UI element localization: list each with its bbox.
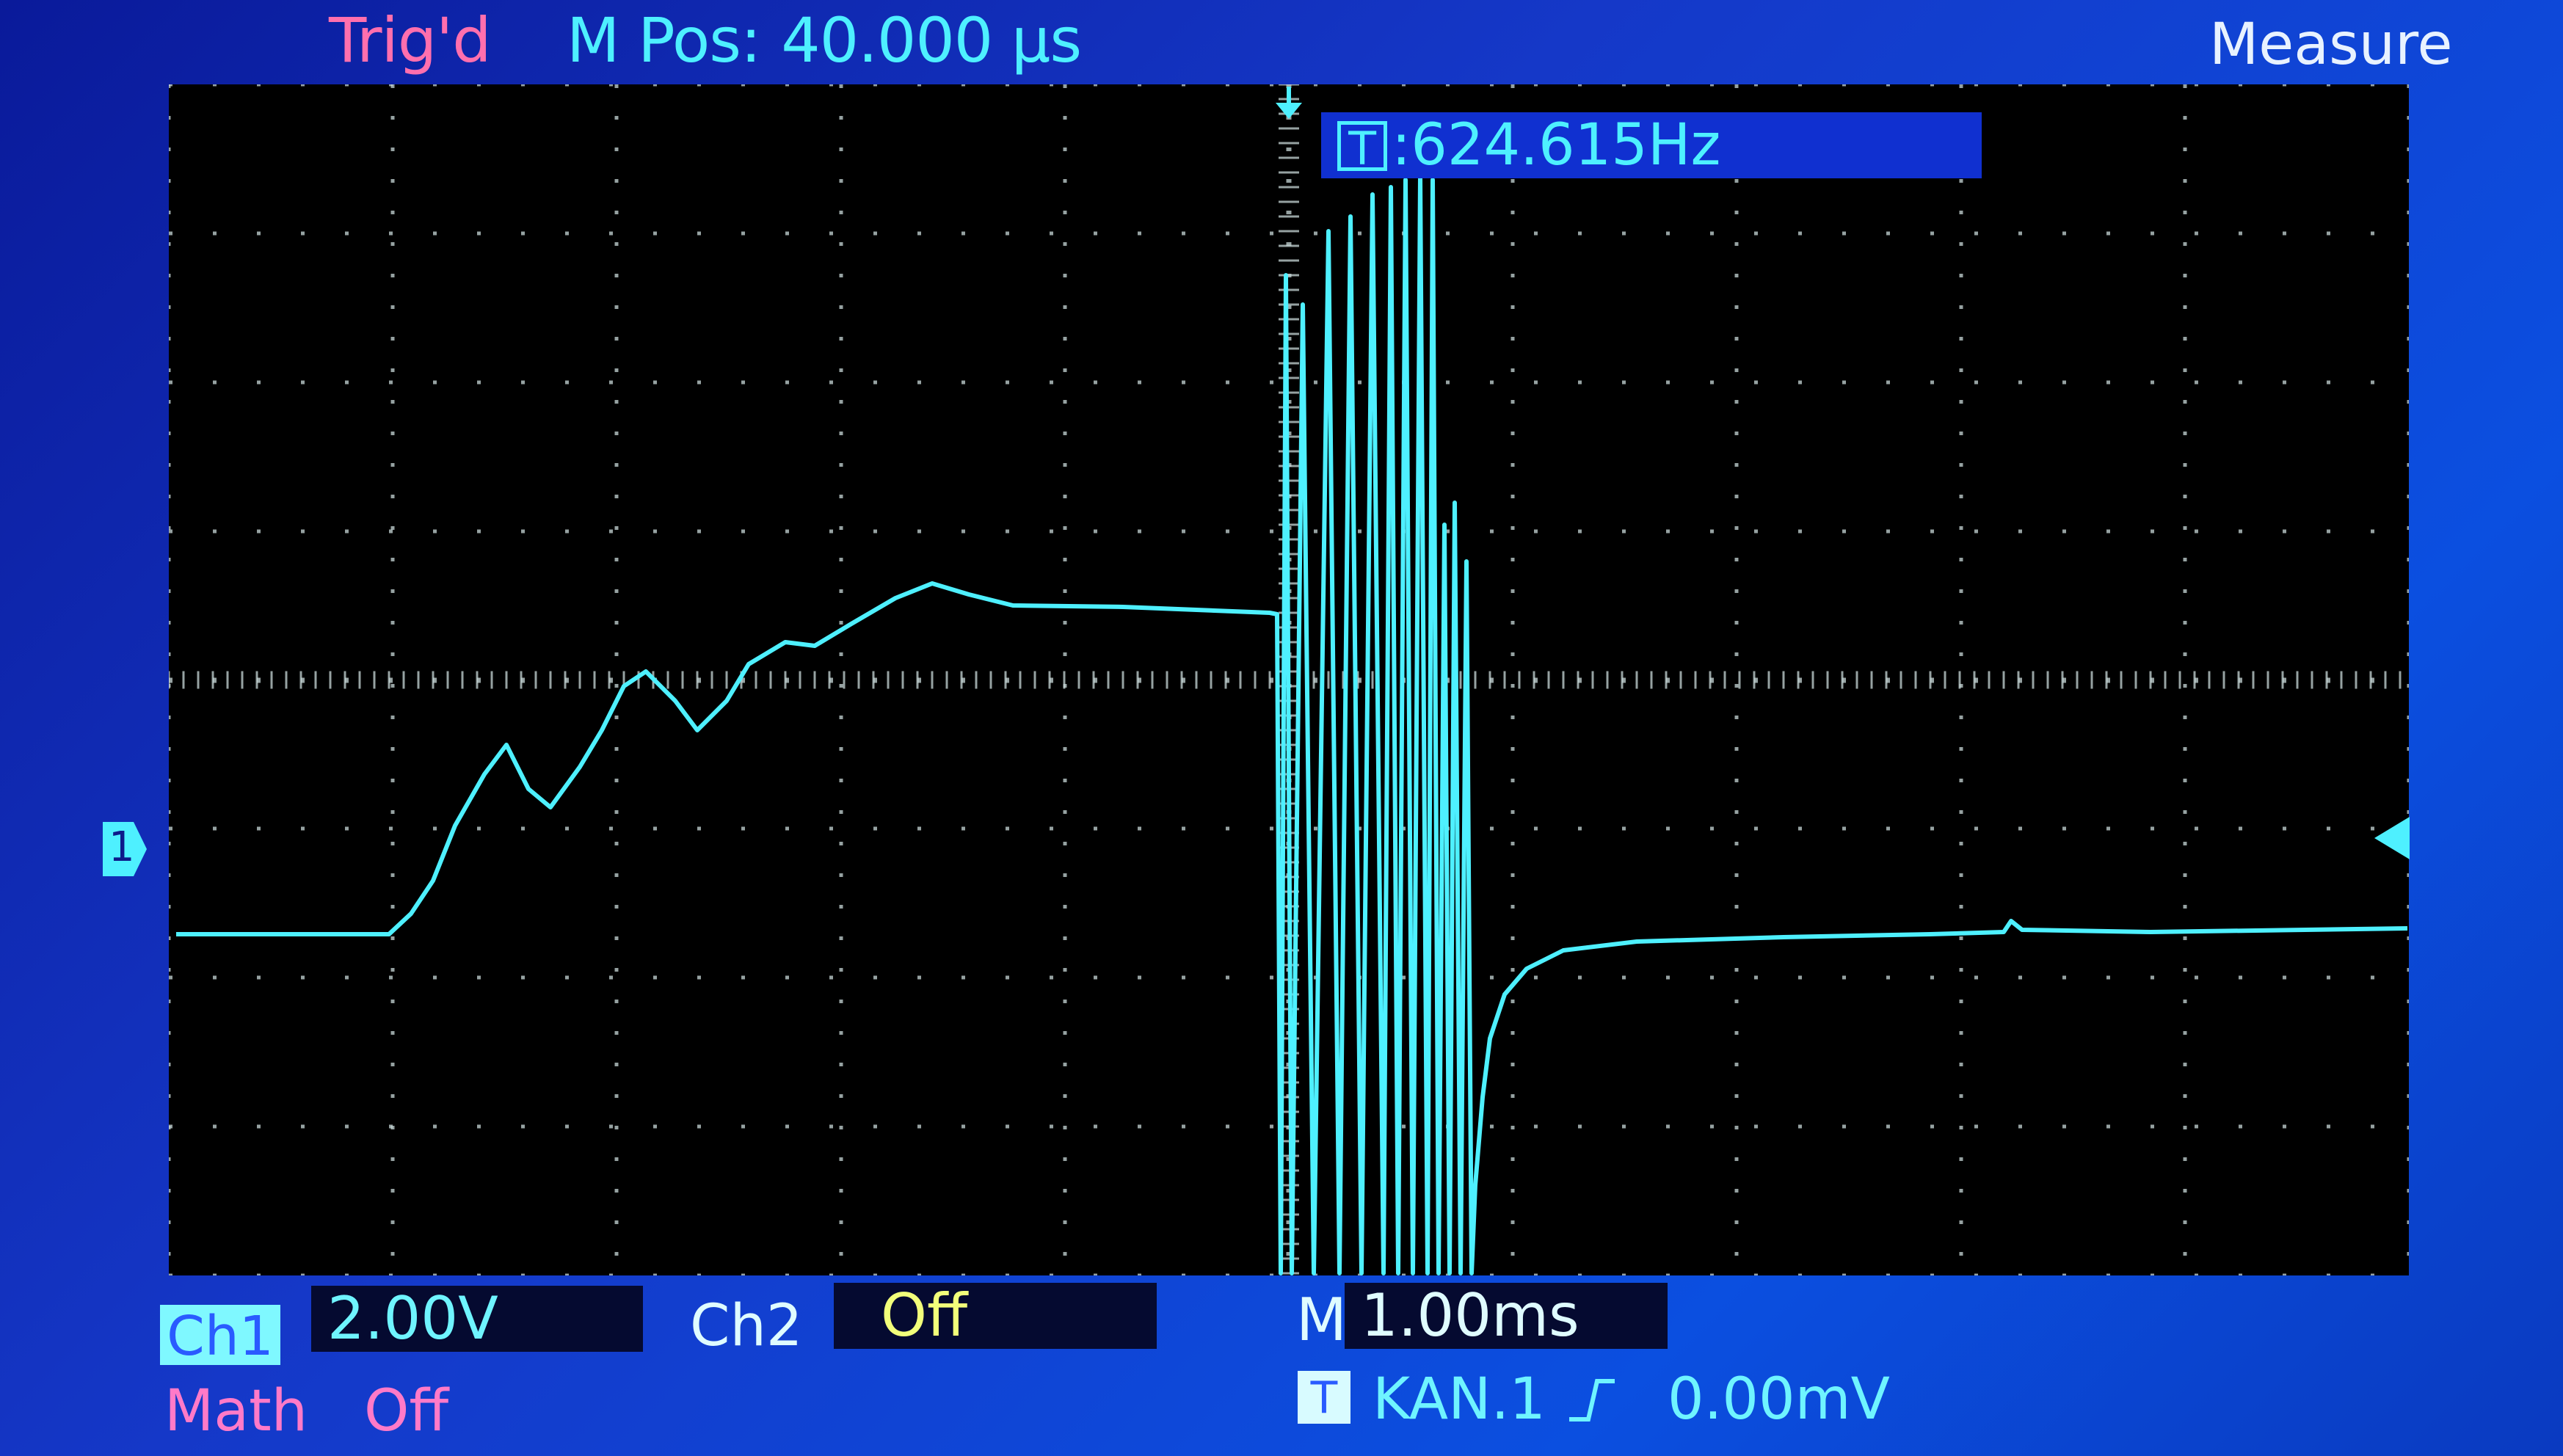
ch2-state: Off xyxy=(834,1283,1157,1349)
main-position-label: M Pos: xyxy=(567,4,761,76)
trigger-source: KAN.1 xyxy=(1373,1366,1546,1433)
math-state: Off xyxy=(364,1378,449,1444)
ch1-waveform-trace xyxy=(176,174,2408,1275)
math-label[interactable]: Math xyxy=(164,1378,308,1444)
menu-title[interactable]: Measure xyxy=(2209,12,2453,78)
rising-edge-icon xyxy=(1569,1379,1615,1422)
trigger-position-arrow-icon[interactable] xyxy=(1271,87,1306,122)
ch2-label[interactable]: Ch2 xyxy=(690,1293,803,1359)
ch1-label[interactable]: Ch1 xyxy=(160,1305,280,1368)
trigger-icon: T xyxy=(1298,1371,1350,1424)
frequency-value: :624.615Hz xyxy=(1392,112,1721,178)
frequency-measurement: T:624.615Hz xyxy=(1321,112,1982,178)
waveform-display: T:624.615Hz xyxy=(169,84,2409,1275)
main-position-value: 40.000 µs xyxy=(781,4,1082,76)
timebase-value: 1.00ms xyxy=(1345,1283,1668,1349)
ch1-marker-label: 1 xyxy=(109,823,135,871)
waveform-svg xyxy=(169,84,2409,1275)
main-position-readout: M Pos: 40.000 µs xyxy=(567,4,1082,76)
trigger-level: 0.00mV xyxy=(1668,1366,1891,1433)
timebase-label: M xyxy=(1296,1286,1348,1354)
trigger-status: Trig'd xyxy=(329,4,492,76)
ch1-trace-line xyxy=(176,174,2408,1275)
measurement-source-icon: T xyxy=(1337,120,1387,172)
ch1-volts-per-div: 2.00V xyxy=(311,1286,643,1352)
